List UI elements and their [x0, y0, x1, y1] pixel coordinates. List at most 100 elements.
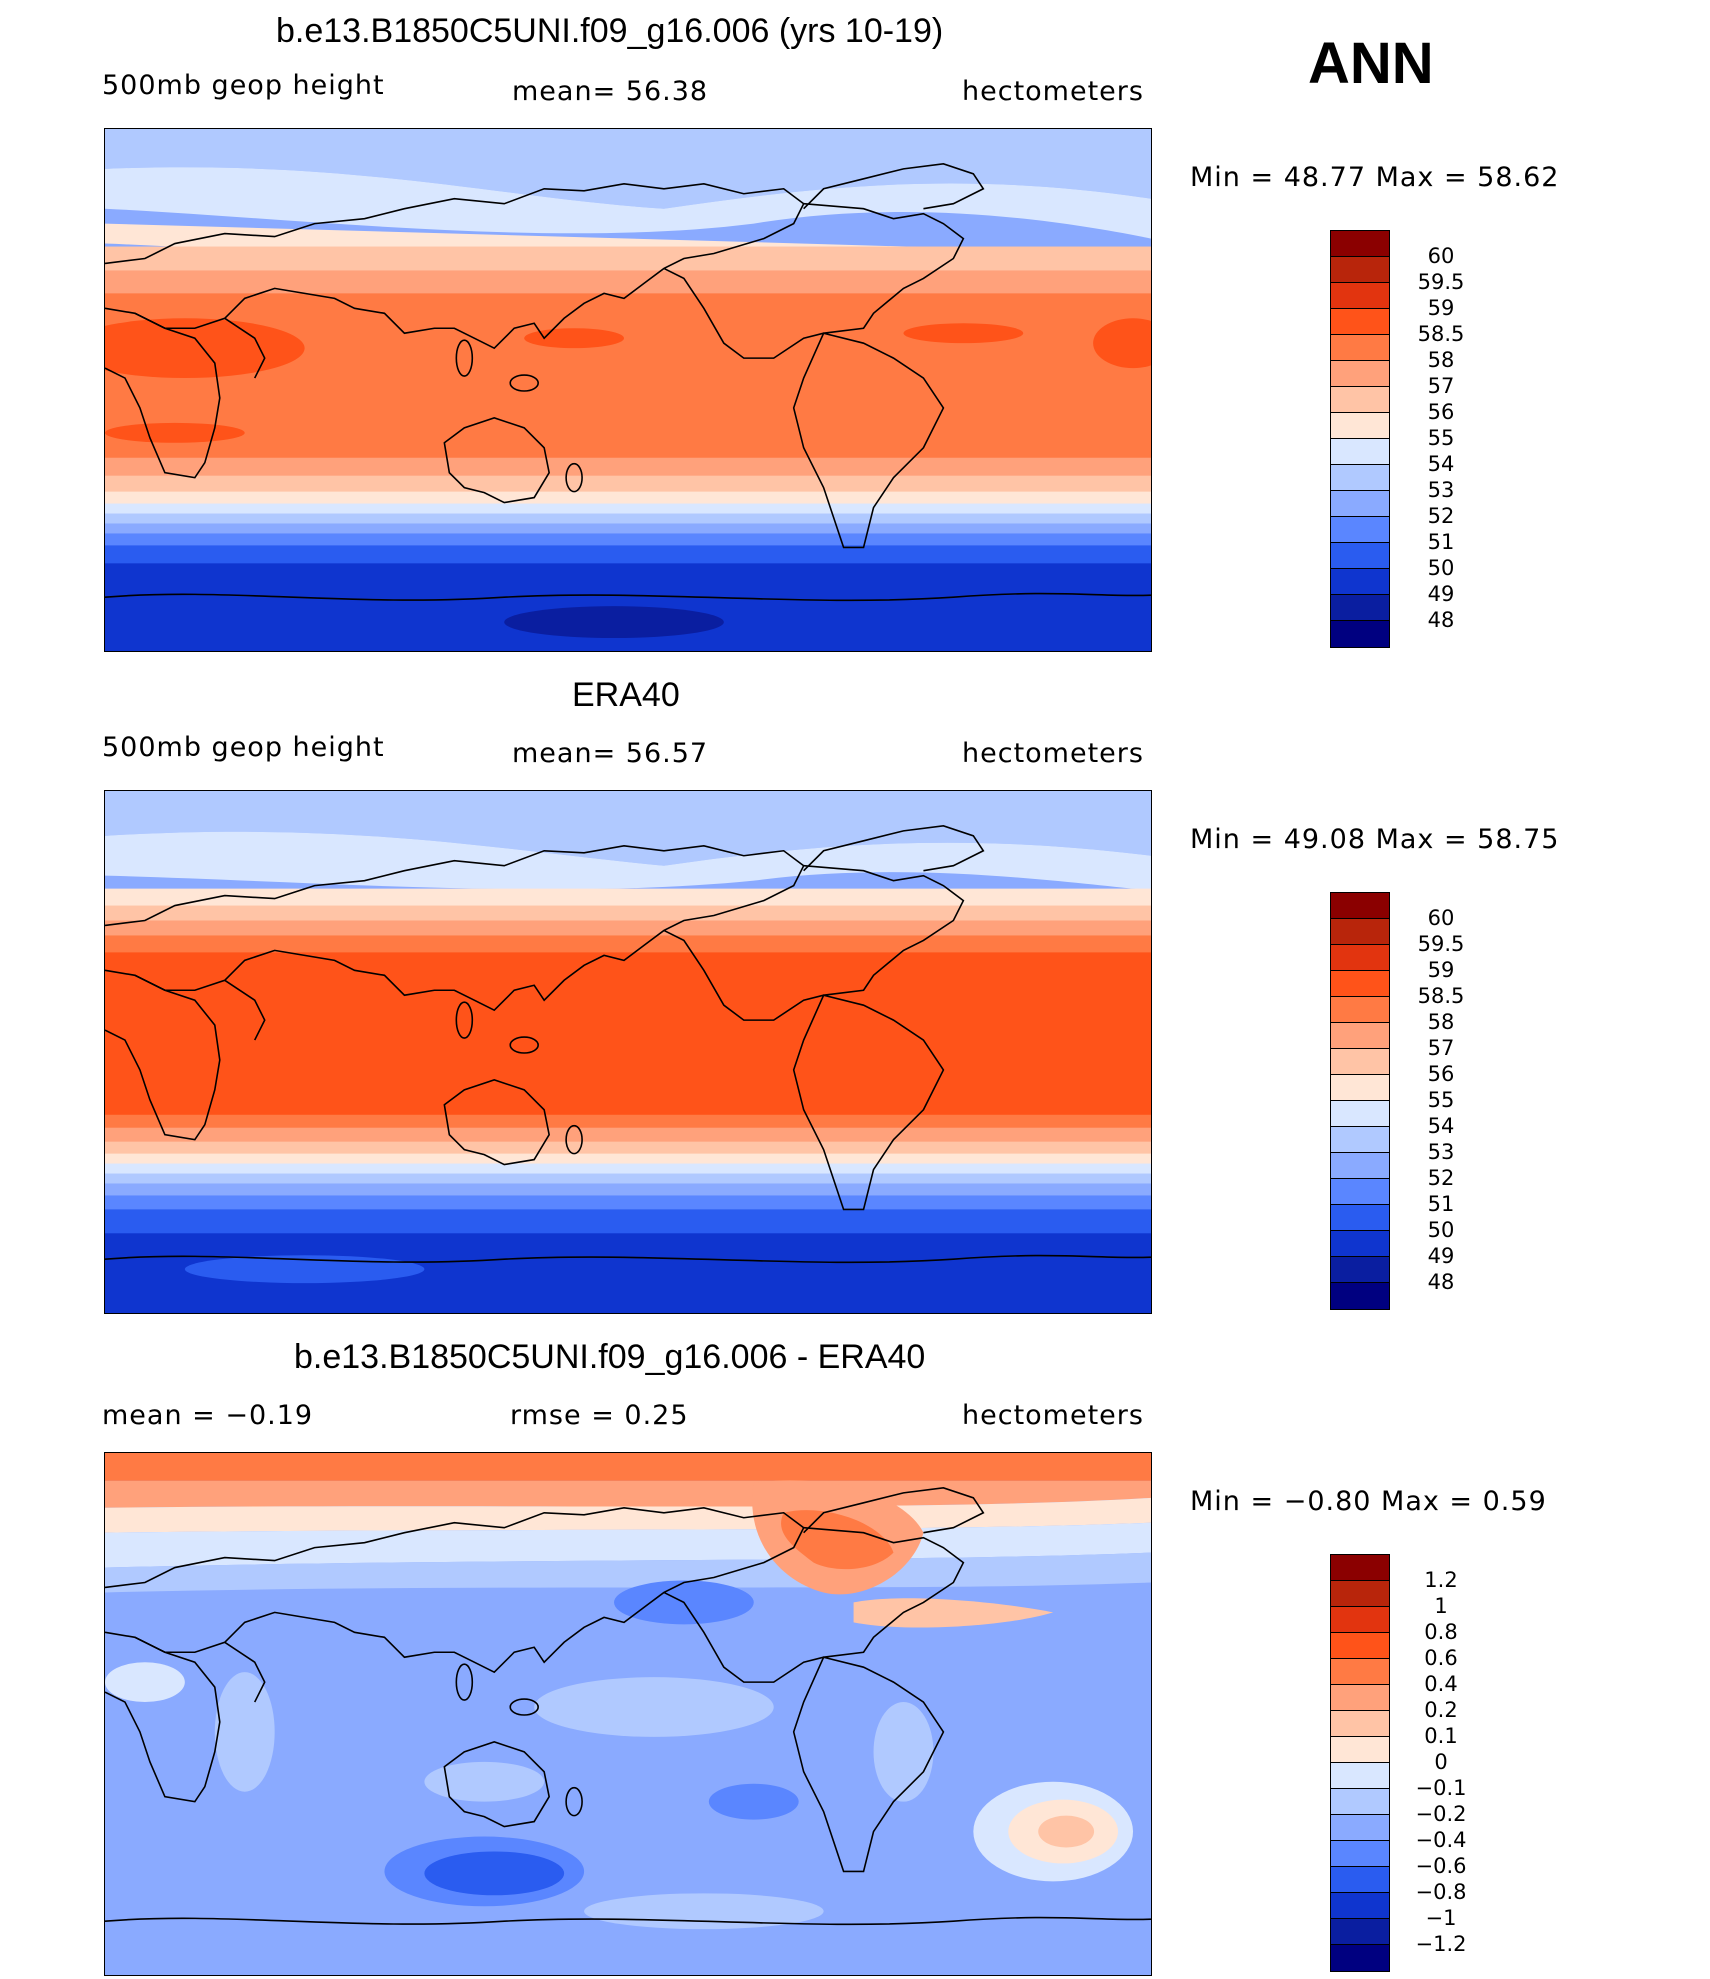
colorbar-swatch — [1331, 1127, 1389, 1153]
colorbar-label: 0.1 — [1424, 1724, 1458, 1748]
panel-2-map — [104, 790, 1152, 1314]
colorbar-swatch — [1331, 1581, 1389, 1607]
colorbar-swatch — [1331, 387, 1389, 413]
colorbar-label: 59 — [1427, 958, 1455, 982]
colorbar-label: 0.8 — [1424, 1620, 1458, 1644]
colorbar-swatch — [1331, 945, 1389, 971]
colorbar-label: 57 — [1427, 374, 1455, 398]
colorbar-label: 53 — [1427, 478, 1455, 502]
colorbar-swatch — [1331, 1763, 1389, 1789]
colorbar-label: 59.5 — [1417, 932, 1465, 956]
colorbar-swatch — [1331, 1075, 1389, 1101]
panel-1-title: b.e13.B1850C5UNI.f09_g16.006 (yrs 10-19) — [276, 12, 944, 50]
panel-2-units: hectometers — [962, 738, 1144, 769]
season-label: ANN — [1308, 31, 1434, 96]
colorbar-label: −0.2 — [1415, 1802, 1467, 1826]
colorbar-label: 58.5 — [1417, 984, 1465, 1008]
colorbar-label: 56 — [1427, 1062, 1455, 1086]
colorbar-swatch — [1331, 1023, 1389, 1049]
colorbar-label: 0 — [1434, 1750, 1448, 1774]
panel-3-colorbar-labels: 1.2 1 0.8 0.6 0.4 0.2 0.1 0 −0.1 −0.2 −0… — [1412, 1567, 1470, 1957]
colorbar-swatch — [1331, 1711, 1389, 1737]
colorbar-swatch — [1331, 413, 1389, 439]
colorbar-swatch — [1331, 1737, 1389, 1763]
panel-2-mean: mean= 56.57 — [512, 738, 709, 769]
colorbar-label: 48 — [1427, 1270, 1455, 1294]
colorbar-label: 51 — [1427, 530, 1455, 554]
colorbar-label: 52 — [1427, 1166, 1455, 1190]
colorbar-label: 48 — [1427, 608, 1455, 632]
colorbar-label: 56 — [1427, 400, 1455, 424]
panel-2-variable: 500mb geop height — [102, 732, 385, 763]
colorbar-label: 52 — [1427, 504, 1455, 528]
colorbar-label: 57 — [1427, 1036, 1455, 1060]
panel-1-mean: mean= 56.38 — [512, 76, 709, 107]
colorbar-swatch — [1331, 1893, 1389, 1919]
colorbar-swatch — [1331, 309, 1389, 335]
colorbar-label: 59 — [1427, 296, 1455, 320]
panel-1-colorbar — [1330, 230, 1390, 648]
panel-2-range: Min = 49.08 Max = 58.75 — [1190, 824, 1560, 855]
colorbar-label: 0.4 — [1424, 1672, 1458, 1696]
colorbar-label: 50 — [1427, 556, 1455, 580]
colorbar-label: −0.1 — [1415, 1776, 1467, 1800]
colorbar-swatch — [1331, 1555, 1389, 1581]
colorbar-label: 54 — [1427, 1114, 1455, 1138]
colorbar-swatch — [1331, 543, 1389, 569]
colorbar-swatch — [1331, 1231, 1389, 1257]
colorbar-swatch — [1331, 1789, 1389, 1815]
colorbar-label: 58 — [1427, 1010, 1455, 1034]
colorbar-label: 58 — [1427, 348, 1455, 372]
colorbar-swatch — [1331, 1607, 1389, 1633]
panel-1-units: hectometers — [962, 76, 1144, 107]
colorbar-swatch — [1331, 1841, 1389, 1867]
colorbar-label: 55 — [1427, 1088, 1455, 1112]
colorbar-swatch — [1331, 1867, 1389, 1893]
panel-3-range: Min = −0.80 Max = 0.59 — [1190, 1486, 1547, 1517]
colorbar-swatch — [1331, 595, 1389, 621]
panel-3-colorbar — [1330, 1554, 1390, 1972]
colorbar-swatch — [1331, 257, 1389, 283]
colorbar-swatch — [1331, 1659, 1389, 1685]
colorbar-swatch — [1331, 919, 1389, 945]
panel-1-map — [104, 128, 1152, 652]
colorbar-swatch — [1331, 1945, 1389, 1971]
colorbar-swatch — [1331, 621, 1389, 647]
colorbar-label: 1 — [1434, 1594, 1448, 1618]
colorbar-swatch — [1331, 231, 1389, 257]
colorbar-swatch — [1331, 283, 1389, 309]
colorbar-label: 0.6 — [1424, 1646, 1458, 1670]
colorbar-swatch — [1331, 439, 1389, 465]
colorbar-swatch — [1331, 997, 1389, 1023]
colorbar-swatch — [1331, 893, 1389, 919]
panel-3-title: b.e13.B1850C5UNI.f09_g16.006 - ERA40 — [294, 1338, 926, 1376]
colorbar-swatch — [1331, 1283, 1389, 1309]
colorbar-label: 51 — [1427, 1192, 1455, 1216]
panel-1-range: Min = 48.77 Max = 58.62 — [1190, 162, 1560, 193]
colorbar-swatch — [1331, 465, 1389, 491]
panel-2-title: ERA40 — [572, 676, 680, 714]
colorbar-swatch — [1331, 1101, 1389, 1127]
colorbar-swatch — [1331, 1257, 1389, 1283]
panel-1-variable: 500mb geop height — [102, 70, 385, 101]
colorbar-swatch — [1331, 1815, 1389, 1841]
panel-2-colorbar-labels: 60 59.5 59 58.5 58 57 56 55 54 53 52 51 … — [1412, 905, 1470, 1295]
colorbar-swatch — [1331, 1049, 1389, 1075]
colorbar-label: 53 — [1427, 1140, 1455, 1164]
colorbar-swatch — [1331, 1919, 1389, 1945]
colorbar-swatch — [1331, 491, 1389, 517]
colorbar-swatch — [1331, 517, 1389, 543]
panel-3-mean: mean = −0.19 — [102, 1400, 314, 1431]
panel-2-colorbar — [1330, 892, 1390, 1310]
panel-3-map — [104, 1452, 1152, 1976]
colorbar-swatch — [1331, 1633, 1389, 1659]
colorbar-swatch — [1331, 1153, 1389, 1179]
colorbar-label: 55 — [1427, 426, 1455, 450]
colorbar-label: −1 — [1425, 1906, 1457, 1930]
colorbar-label: 49 — [1427, 1244, 1455, 1268]
panel-3-units: hectometers — [962, 1400, 1144, 1431]
colorbar-swatch — [1331, 1179, 1389, 1205]
colorbar-swatch — [1331, 971, 1389, 997]
colorbar-label: 0.2 — [1424, 1698, 1458, 1722]
colorbar-label: 60 — [1427, 244, 1455, 268]
